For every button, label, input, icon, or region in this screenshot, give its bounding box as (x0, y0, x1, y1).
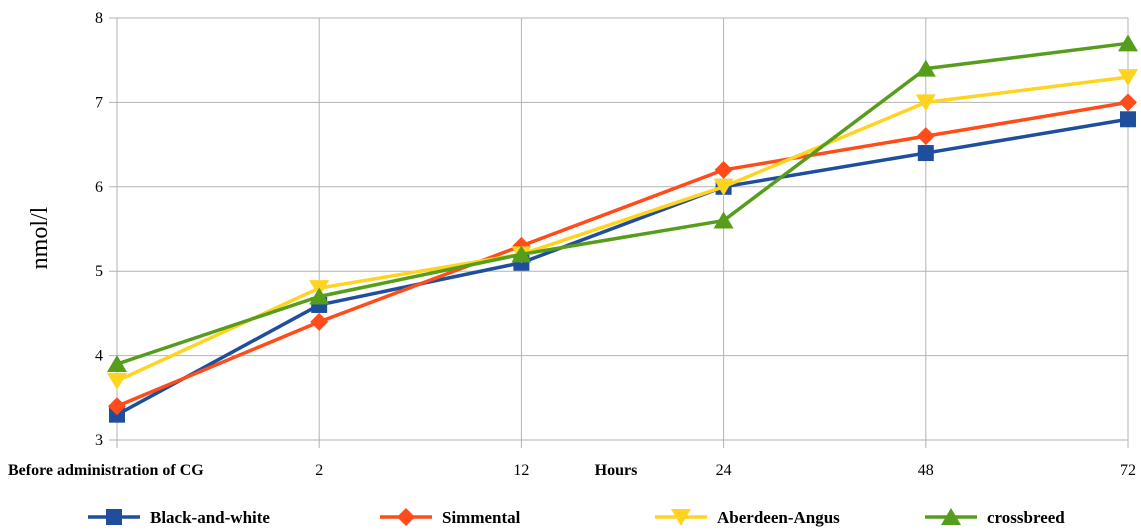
legend-label: Aberdeen-Angus (717, 508, 840, 527)
series-2 (108, 93, 1137, 416)
data-point (916, 127, 935, 146)
legend-marker (397, 508, 415, 526)
legend-item: crossbreed (925, 508, 1065, 527)
data-point (713, 178, 734, 196)
data-point (309, 287, 330, 305)
legend-marker (671, 509, 691, 526)
legend-item: Aberdeen-Angus (655, 508, 840, 527)
x-tick-labels: Before administration of CG 2 12 24 48 72 (8, 462, 1136, 479)
series-line (116, 117, 1129, 417)
data-point (107, 372, 127, 390)
x-axis-label: Hours (595, 462, 638, 479)
x-tick-label: 24 (716, 462, 732, 479)
data-point (917, 145, 934, 162)
series-3 (107, 69, 1138, 390)
series-line (116, 75, 1129, 383)
y-tick-label: 7 (95, 94, 103, 111)
legend-item: Simmental (380, 508, 521, 527)
y-tick-label: 3 (95, 432, 103, 449)
y-tick-labels: 3 4 5 6 7 8 (95, 10, 103, 449)
y-tick-label: 6 (95, 179, 103, 196)
y-tick-label: 8 (95, 10, 103, 27)
legend-marker (941, 508, 961, 525)
x-tick-label: 12 (513, 462, 529, 479)
data-point (915, 94, 936, 112)
grid-lines (109, 17, 1129, 448)
data-point (511, 245, 532, 263)
legend-label: Black-and-white (150, 508, 270, 527)
series-1 (109, 111, 1136, 423)
series-line (116, 100, 1129, 408)
x-tick-label: 72 (1120, 462, 1136, 479)
legend-label: crossbreed (987, 508, 1065, 527)
legend-label: Simmental (442, 508, 521, 527)
data-point (310, 312, 329, 331)
y-tick-label: 4 (95, 348, 103, 365)
data-point (713, 211, 734, 229)
x-tick-label: Before administration of CG (8, 462, 204, 479)
legend-marker (106, 509, 122, 525)
data-point (1118, 69, 1138, 87)
data-point (1120, 111, 1136, 128)
x-tick-label: 2 (315, 462, 323, 479)
y-tick-label: 5 (95, 263, 103, 280)
data-point (1118, 34, 1138, 52)
series-line (116, 41, 1129, 366)
y-axis-label: nmol/l (27, 206, 53, 269)
legend-item: Black-and-white (88, 508, 270, 527)
series-group (107, 34, 1138, 423)
data-point (107, 355, 127, 373)
data-point (915, 59, 936, 77)
data-point (1119, 93, 1137, 112)
data-point (714, 160, 733, 179)
legend: Black-and-white Simmental Aberdeen-Angus cr… (88, 508, 1065, 527)
x-tick-label: 48 (918, 462, 934, 479)
series-4 (107, 34, 1138, 373)
data-point (108, 397, 126, 416)
